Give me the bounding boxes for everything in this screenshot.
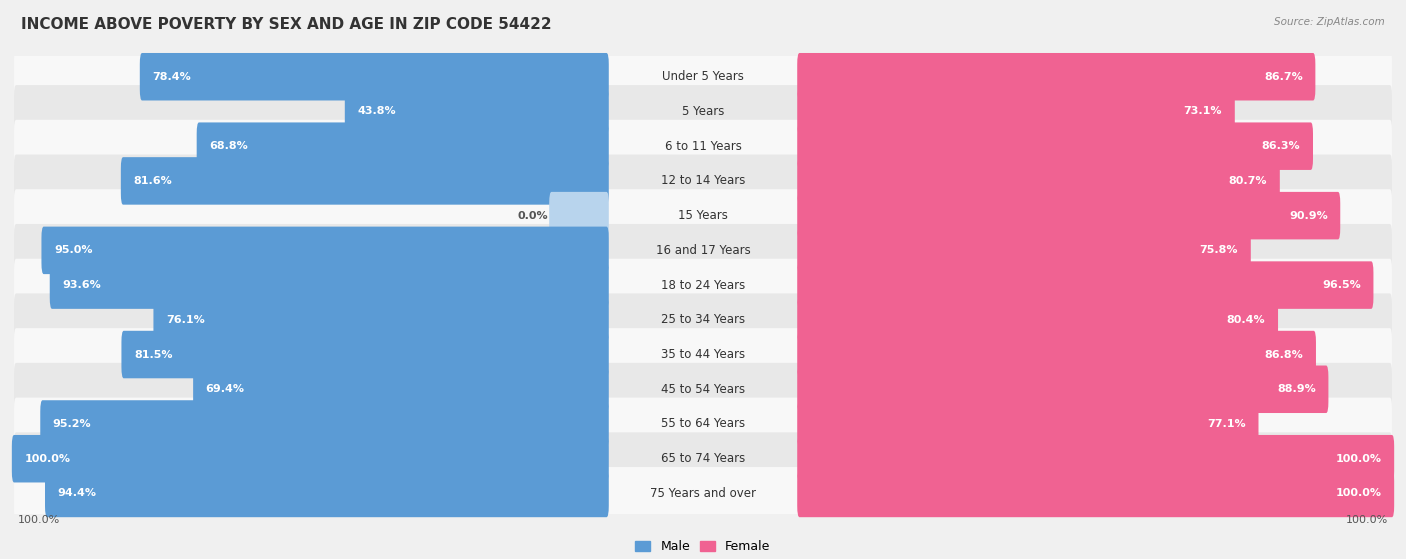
FancyBboxPatch shape — [550, 192, 609, 239]
FancyBboxPatch shape — [153, 296, 609, 344]
Text: 15 Years: 15 Years — [678, 209, 728, 222]
Text: 96.5%: 96.5% — [1322, 280, 1361, 290]
Text: 100.0%: 100.0% — [24, 454, 70, 464]
Text: 76.1%: 76.1% — [166, 315, 205, 325]
FancyBboxPatch shape — [14, 293, 1392, 346]
Text: INCOME ABOVE POVERTY BY SEX AND AGE IN ZIP CODE 54422: INCOME ABOVE POVERTY BY SEX AND AGE IN Z… — [21, 17, 551, 32]
FancyBboxPatch shape — [14, 50, 1392, 103]
Text: 95.2%: 95.2% — [53, 419, 91, 429]
FancyBboxPatch shape — [121, 157, 609, 205]
Text: 80.7%: 80.7% — [1229, 176, 1267, 186]
Text: 100.0%: 100.0% — [1336, 454, 1382, 464]
Text: Source: ZipAtlas.com: Source: ZipAtlas.com — [1274, 17, 1385, 27]
FancyBboxPatch shape — [14, 224, 1392, 277]
FancyBboxPatch shape — [14, 467, 1392, 520]
Text: 12 to 14 Years: 12 to 14 Years — [661, 174, 745, 187]
Text: 88.9%: 88.9% — [1277, 384, 1316, 394]
Text: 78.4%: 78.4% — [152, 72, 191, 82]
Text: 90.9%: 90.9% — [1289, 211, 1327, 221]
FancyBboxPatch shape — [14, 259, 1392, 311]
Text: 16 and 17 Years: 16 and 17 Years — [655, 244, 751, 257]
FancyBboxPatch shape — [797, 296, 1278, 344]
FancyBboxPatch shape — [139, 53, 609, 101]
FancyBboxPatch shape — [41, 400, 609, 448]
Text: 43.8%: 43.8% — [357, 106, 396, 116]
Text: 55 to 64 Years: 55 to 64 Years — [661, 418, 745, 430]
Text: 45 to 54 Years: 45 to 54 Years — [661, 383, 745, 396]
FancyBboxPatch shape — [14, 154, 1392, 207]
FancyBboxPatch shape — [14, 328, 1392, 381]
Text: 100.0%: 100.0% — [1347, 515, 1389, 525]
FancyBboxPatch shape — [797, 366, 1329, 413]
FancyBboxPatch shape — [797, 157, 1279, 205]
Text: 69.4%: 69.4% — [205, 384, 245, 394]
Text: 5 Years: 5 Years — [682, 105, 724, 118]
Legend: Male, Female: Male, Female — [630, 536, 776, 558]
Text: 94.4%: 94.4% — [58, 489, 97, 499]
Text: Under 5 Years: Under 5 Years — [662, 70, 744, 83]
Text: 75.8%: 75.8% — [1199, 245, 1239, 255]
FancyBboxPatch shape — [14, 85, 1392, 138]
FancyBboxPatch shape — [797, 192, 1340, 239]
FancyBboxPatch shape — [797, 53, 1316, 101]
Text: 68.8%: 68.8% — [209, 141, 247, 151]
FancyBboxPatch shape — [14, 120, 1392, 173]
Text: 81.6%: 81.6% — [134, 176, 172, 186]
Text: 18 to 24 Years: 18 to 24 Years — [661, 278, 745, 292]
FancyBboxPatch shape — [344, 88, 609, 135]
FancyBboxPatch shape — [49, 262, 609, 309]
FancyBboxPatch shape — [14, 363, 1392, 416]
FancyBboxPatch shape — [14, 190, 1392, 242]
Text: 77.1%: 77.1% — [1208, 419, 1246, 429]
FancyBboxPatch shape — [797, 226, 1251, 274]
Text: 100.0%: 100.0% — [17, 515, 59, 525]
Text: 25 to 34 Years: 25 to 34 Years — [661, 313, 745, 326]
Text: 86.3%: 86.3% — [1261, 141, 1301, 151]
Text: 95.0%: 95.0% — [53, 245, 93, 255]
FancyBboxPatch shape — [797, 262, 1374, 309]
FancyBboxPatch shape — [11, 435, 609, 482]
FancyBboxPatch shape — [14, 397, 1392, 451]
FancyBboxPatch shape — [797, 470, 1395, 517]
FancyBboxPatch shape — [797, 331, 1316, 378]
Text: 35 to 44 Years: 35 to 44 Years — [661, 348, 745, 361]
FancyBboxPatch shape — [197, 122, 609, 170]
Text: 65 to 74 Years: 65 to 74 Years — [661, 452, 745, 465]
FancyBboxPatch shape — [41, 226, 609, 274]
FancyBboxPatch shape — [797, 122, 1313, 170]
FancyBboxPatch shape — [121, 331, 609, 378]
Text: 86.8%: 86.8% — [1264, 349, 1303, 359]
FancyBboxPatch shape — [797, 88, 1234, 135]
FancyBboxPatch shape — [797, 400, 1258, 448]
Text: 100.0%: 100.0% — [1336, 489, 1382, 499]
FancyBboxPatch shape — [45, 470, 609, 517]
FancyBboxPatch shape — [193, 366, 609, 413]
FancyBboxPatch shape — [797, 435, 1395, 482]
Text: 73.1%: 73.1% — [1184, 106, 1222, 116]
Text: 0.0%: 0.0% — [517, 211, 548, 221]
Text: 80.4%: 80.4% — [1227, 315, 1265, 325]
Text: 93.6%: 93.6% — [62, 280, 101, 290]
Text: 81.5%: 81.5% — [134, 349, 173, 359]
Text: 75 Years and over: 75 Years and over — [650, 487, 756, 500]
Text: 86.7%: 86.7% — [1264, 72, 1303, 82]
Text: 6 to 11 Years: 6 to 11 Years — [665, 140, 741, 153]
FancyBboxPatch shape — [14, 432, 1392, 485]
